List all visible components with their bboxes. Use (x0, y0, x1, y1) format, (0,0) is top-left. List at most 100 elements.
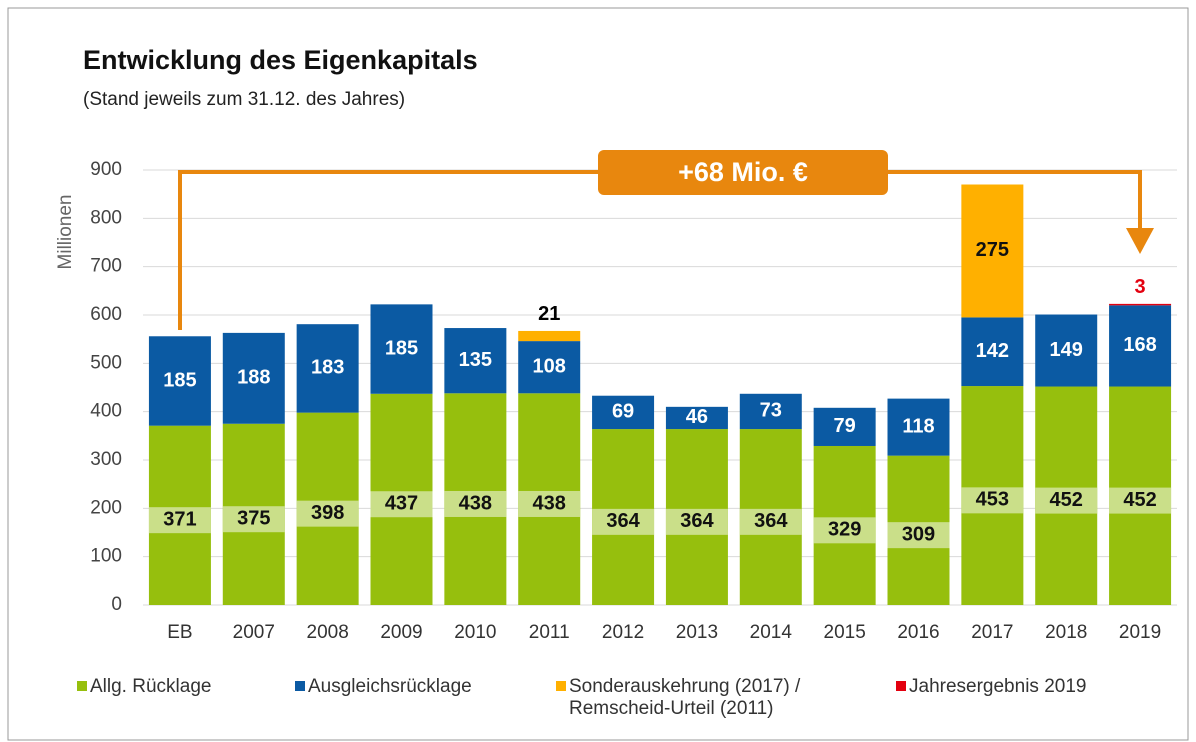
bar-segment (887, 398, 950, 456)
bar-segment (665, 406, 728, 430)
data-label: 309 (902, 523, 935, 545)
data-label: 438 (533, 492, 566, 514)
bar-segment (370, 304, 433, 394)
label-band (1109, 487, 1172, 514)
y-axis-label: Millionen (55, 195, 76, 270)
bar-segment (961, 184, 1024, 318)
x-tick-label: 2007 (233, 622, 275, 643)
label-band (887, 522, 950, 549)
bar-segment (592, 395, 655, 430)
data-label: 453 (976, 489, 1009, 511)
data-label: 183 (311, 357, 344, 379)
data-label: 168 (1123, 334, 1156, 356)
frame (7, 7, 1189, 741)
legend-label: Jahresergebnis 2019 (909, 676, 1087, 697)
x-tick-label: 2008 (307, 622, 349, 643)
data-label: 79 (834, 415, 856, 437)
x-tick-label: 2009 (380, 622, 422, 643)
data-label: 438 (459, 492, 492, 514)
legend-label: Ausgleichsrücklage (308, 676, 472, 697)
data-label: 21 (538, 303, 560, 325)
label-band (813, 517, 876, 544)
chart-subtitle: (Stand jeweils zum 31.12. des Jahres) (83, 89, 405, 110)
y-tick-label: 0 (111, 594, 122, 615)
label-band (148, 507, 211, 534)
annotation-box (598, 150, 888, 195)
y-tick-label: 500 (90, 352, 122, 373)
x-tick-label: 2013 (676, 622, 718, 643)
x-tick-label: 2010 (454, 622, 496, 643)
bar-segment (296, 324, 359, 413)
label-band (665, 508, 728, 535)
data-label: 149 (1050, 339, 1083, 361)
data-label: 275 (976, 239, 1009, 261)
annotation-arrow (1126, 228, 1154, 254)
legend-swatch (295, 681, 305, 691)
label-band (222, 506, 285, 533)
label-band (518, 490, 581, 517)
data-label: 437 (385, 493, 418, 515)
bar-segment (518, 330, 581, 342)
label-band (592, 508, 655, 535)
y-tick-label: 600 (90, 304, 122, 325)
bar-segment (222, 332, 285, 424)
data-label: 452 (1123, 489, 1156, 511)
data-label: 375 (237, 507, 270, 529)
x-tick-label: 2018 (1045, 622, 1087, 643)
legend-label: Sonderauskehrung (2017) / Remscheid-Urte… (569, 676, 801, 719)
y-tick-label: 300 (90, 449, 122, 470)
y-tick-label: 700 (90, 256, 122, 277)
legend-item: Sonderauskehrung (2017) / Remscheid-Urte… (556, 676, 856, 720)
data-label: 73 (760, 400, 782, 422)
data-label: 142 (976, 340, 1009, 362)
y-tick-label: 900 (90, 159, 122, 180)
y-tick-label: 800 (90, 207, 122, 228)
label-band (296, 500, 359, 527)
bar-segment (1109, 303, 1172, 306)
bar-segment (518, 341, 581, 394)
bar-segment (961, 317, 1024, 387)
data-label: 46 (686, 406, 708, 428)
data-label: 371 (163, 508, 196, 530)
y-tick-label: 200 (90, 497, 122, 518)
bar-segment (813, 407, 876, 446)
legend-label: Allg. Rücklage (90, 676, 212, 697)
bar-segment (444, 328, 507, 394)
data-label: 135 (459, 349, 492, 371)
annotation-text: +68 Mio. € (678, 157, 808, 187)
data-label: 185 (385, 337, 418, 359)
legend-swatch (556, 681, 566, 691)
legend-item: Allg. Rücklage (77, 676, 277, 698)
bar-segment (739, 393, 802, 430)
data-label: 3 (1135, 276, 1146, 298)
x-tick-label: 2014 (750, 622, 793, 643)
label-band (1035, 487, 1098, 514)
legend-swatch (896, 681, 906, 691)
data-label: 108 (533, 355, 566, 377)
x-tick-label: 2016 (897, 622, 939, 643)
legend-item: Jahresergebnis 2019 (896, 676, 1156, 698)
x-tick-label: EB (167, 622, 192, 643)
data-label: 329 (828, 519, 861, 541)
x-tick-label: 2015 (824, 622, 866, 643)
data-label: 364 (754, 510, 788, 532)
x-tick-label: 2017 (971, 622, 1013, 643)
data-label: 452 (1050, 489, 1083, 511)
bar-segment (1035, 314, 1098, 387)
x-tick-label: 2019 (1119, 622, 1161, 643)
x-tick-label: 2012 (602, 622, 644, 643)
bar-segment (148, 336, 211, 426)
x-tick-label: 2011 (529, 622, 570, 643)
bar-segment (1109, 305, 1172, 387)
legend-item: Ausgleichsrücklage (295, 676, 535, 698)
label-band (961, 487, 1024, 514)
data-label: 185 (163, 369, 196, 391)
y-tick-label: 400 (90, 401, 122, 422)
data-label: 118 (902, 415, 934, 437)
label-band (444, 490, 507, 517)
label-band (370, 491, 433, 518)
data-label: 188 (237, 367, 270, 389)
data-label: 364 (680, 510, 714, 532)
